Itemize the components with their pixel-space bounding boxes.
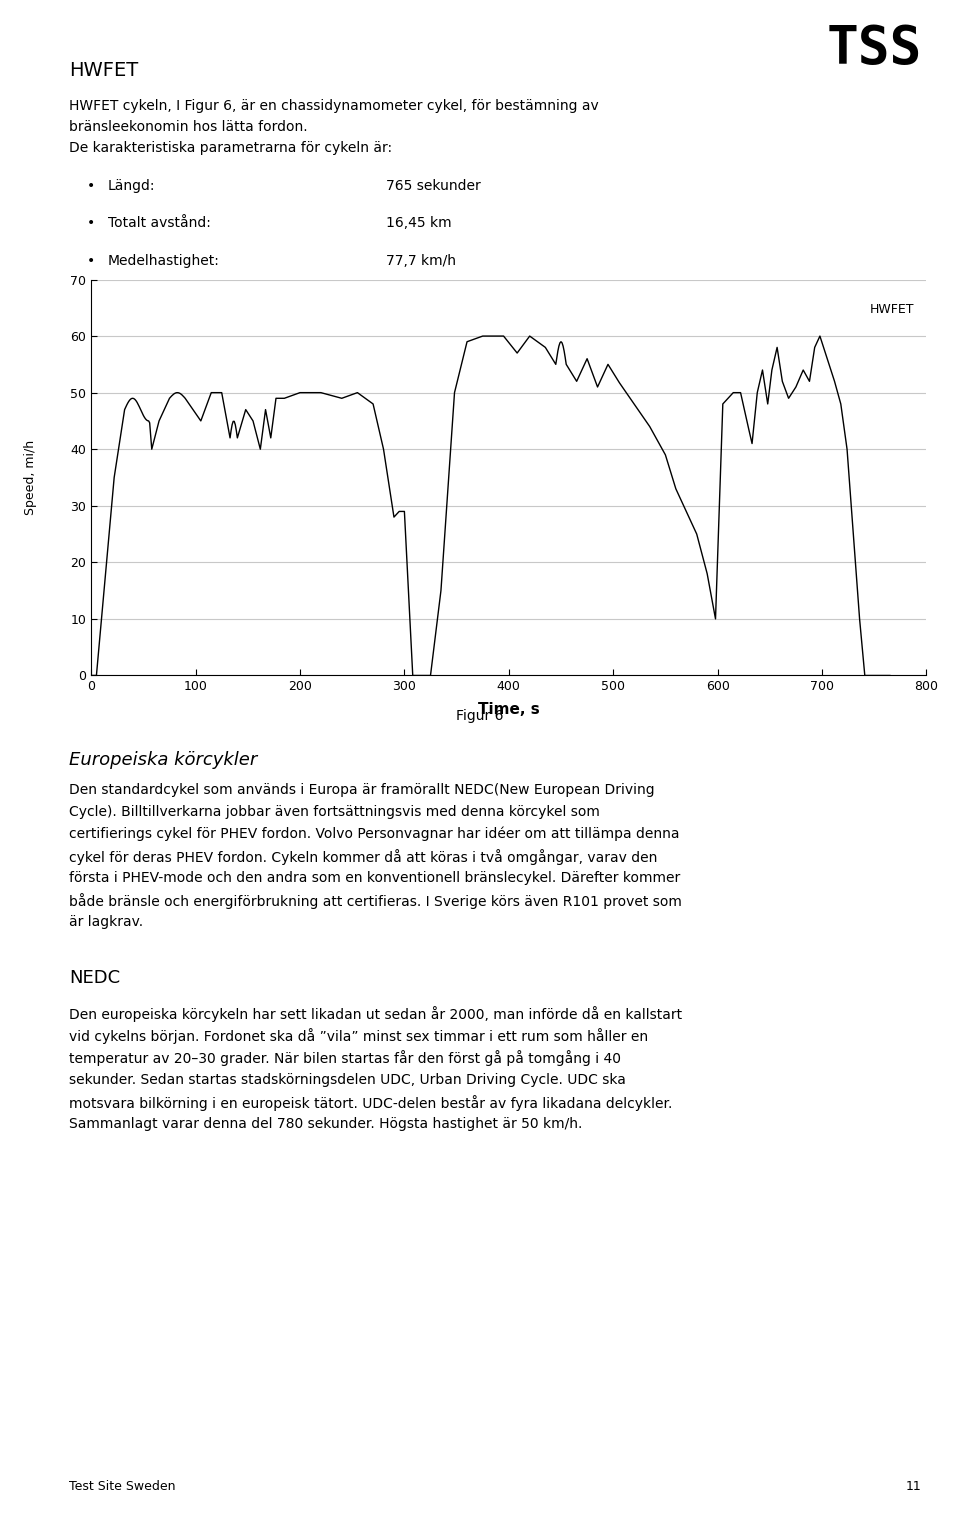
- Text: certifierings cykel för PHEV fordon. Volvo Personvagnar har idéer om att tillämp: certifierings cykel för PHEV fordon. Vol…: [69, 827, 680, 841]
- Text: Den europeiska körcykeln har sett likadan ut sedan år 2000, man införde då en ka: Den europeiska körcykeln har sett likada…: [69, 1007, 683, 1022]
- Text: NEDC: NEDC: [69, 969, 120, 987]
- Text: Europeiska körcykler: Europeiska körcykler: [69, 751, 257, 769]
- Text: både bränsle och energiförbrukning att certifieras. I Sverige körs även R101 pro: både bränsle och energiförbrukning att c…: [69, 892, 682, 909]
- Text: TSS: TSS: [827, 23, 922, 75]
- Text: De karakteristiska parametrarna för cykeln är:: De karakteristiska parametrarna för cyke…: [69, 140, 393, 155]
- Text: 77,7 km/h: 77,7 km/h: [386, 254, 456, 268]
- Text: Den standardcykel som används i Europa är framörallt NEDC(New European Driving: Den standardcykel som används i Europa ä…: [69, 783, 655, 797]
- Text: Sammanlagt varar denna del 780 sekunder. Högsta hastighet är 50 km/h.: Sammanlagt varar denna del 780 sekunder.…: [69, 1116, 583, 1130]
- Text: Medelhastighet:: Medelhastighet:: [108, 254, 220, 268]
- Text: •: •: [86, 254, 95, 268]
- Text: motsvara bilkörning i en europeisk tätort. UDC-delen består av fyra likadana del: motsvara bilkörning i en europeisk tätor…: [69, 1095, 673, 1110]
- Text: sekunder. Sedan startas stadskörningsdelen UDC, Urban Driving Cycle. UDC ska: sekunder. Sedan startas stadskörningsdel…: [69, 1072, 626, 1086]
- Text: Cycle). Billtillverkarna jobbar även fortsättningsvis med denna körcykel som: Cycle). Billtillverkarna jobbar även for…: [69, 804, 600, 819]
- Text: Test Site Sweden: Test Site Sweden: [69, 1480, 176, 1494]
- Text: HWFET: HWFET: [870, 303, 914, 317]
- Text: Totalt avstånd:: Totalt avstånd:: [108, 216, 210, 230]
- Text: •: •: [86, 216, 95, 230]
- Text: 11: 11: [906, 1480, 922, 1494]
- Text: •: •: [86, 178, 95, 192]
- Text: bränsleekonomin hos lätta fordon.: bränsleekonomin hos lätta fordon.: [69, 120, 308, 134]
- Text: cykel för deras PHEV fordon. Cykeln kommer då att köras i två omgångar, varav de: cykel för deras PHEV fordon. Cykeln komm…: [69, 848, 658, 865]
- Text: HWFET: HWFET: [69, 61, 138, 79]
- Text: Längd:: Längd:: [108, 178, 155, 192]
- X-axis label: Time, s: Time, s: [478, 702, 540, 717]
- Y-axis label: Speed, mi/h: Speed, mi/h: [24, 440, 36, 515]
- Text: temperatur av 20–30 grader. När bilen startas får den först gå på tomgång i 40: temperatur av 20–30 grader. När bilen st…: [69, 1051, 621, 1066]
- Text: 16,45 km: 16,45 km: [386, 216, 451, 230]
- Text: Figur 6: Figur 6: [456, 710, 504, 723]
- Text: HWFET cykeln, I Figur 6, är en chassidynamometer cykel, för bestämning av: HWFET cykeln, I Figur 6, är en chassidyn…: [69, 99, 599, 113]
- Text: första i PHEV-mode och den andra som en konventionell bränslecykel. Därefter kom: första i PHEV-mode och den andra som en …: [69, 871, 681, 885]
- Text: vid cykelns början. Fordonet ska då ”vila” minst sex timmar i ett rum som håller: vid cykelns början. Fordonet ska då ”vil…: [69, 1028, 648, 1045]
- Text: är lagkrav.: är lagkrav.: [69, 915, 143, 929]
- Text: 765 sekunder: 765 sekunder: [386, 178, 481, 192]
